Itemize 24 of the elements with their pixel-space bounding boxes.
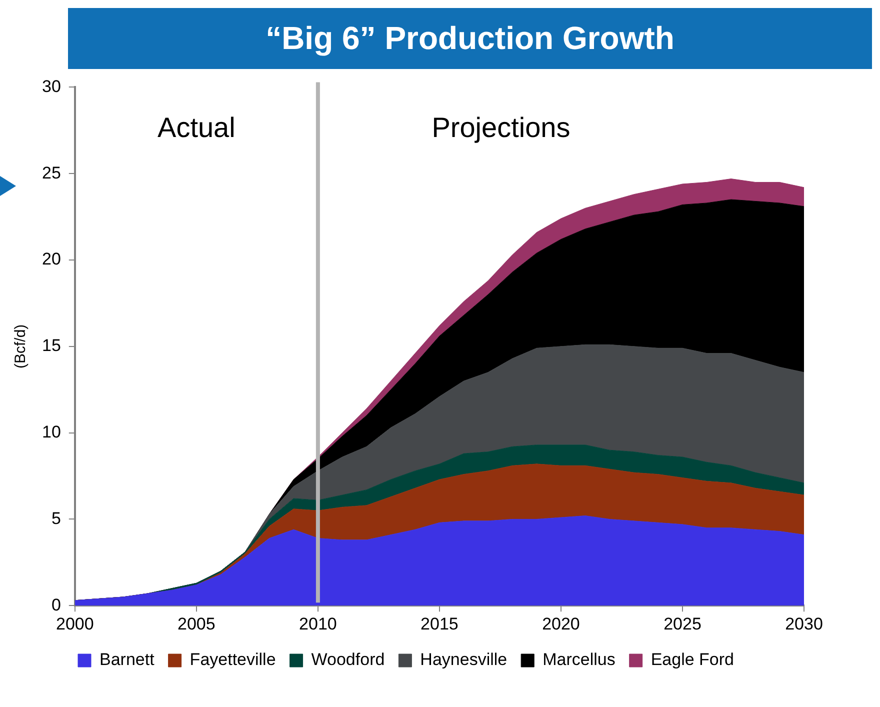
legend-label: Barnett (99, 650, 155, 670)
y-tick-label: 15 (42, 336, 61, 356)
x-tick-label: 2005 (178, 614, 216, 634)
legend-label: Marcellus (542, 650, 616, 670)
x-tick-label: 2020 (542, 614, 580, 634)
legend-label: Fayetteville (190, 650, 276, 670)
y-tick-label: 30 (42, 76, 61, 96)
annotation: Actual (158, 112, 236, 143)
legend-label: Woodford (311, 650, 385, 670)
y-tick-label: 0 (51, 595, 61, 614)
legend-label: Haynesville (420, 650, 508, 670)
x-tick-label: 2000 (56, 614, 94, 634)
y-tick-label: 25 (42, 163, 61, 182)
annotation: Projections (432, 112, 570, 143)
x-tick-label: 2010 (299, 614, 337, 634)
x-tick-label: 2015 (420, 614, 458, 634)
y-tick-label: 20 (42, 250, 61, 269)
y-tick-label: 5 (51, 508, 61, 528)
y-tick-label: 10 (42, 422, 61, 442)
legend-label: Eagle Ford (650, 650, 734, 670)
y-axis-title: (Bcf/d) (12, 324, 30, 368)
x-tick-label: 2030 (785, 614, 823, 634)
chart-title: “Big 6” Production Growth (68, 8, 872, 69)
x-tick-label: 2025 (664, 614, 702, 634)
